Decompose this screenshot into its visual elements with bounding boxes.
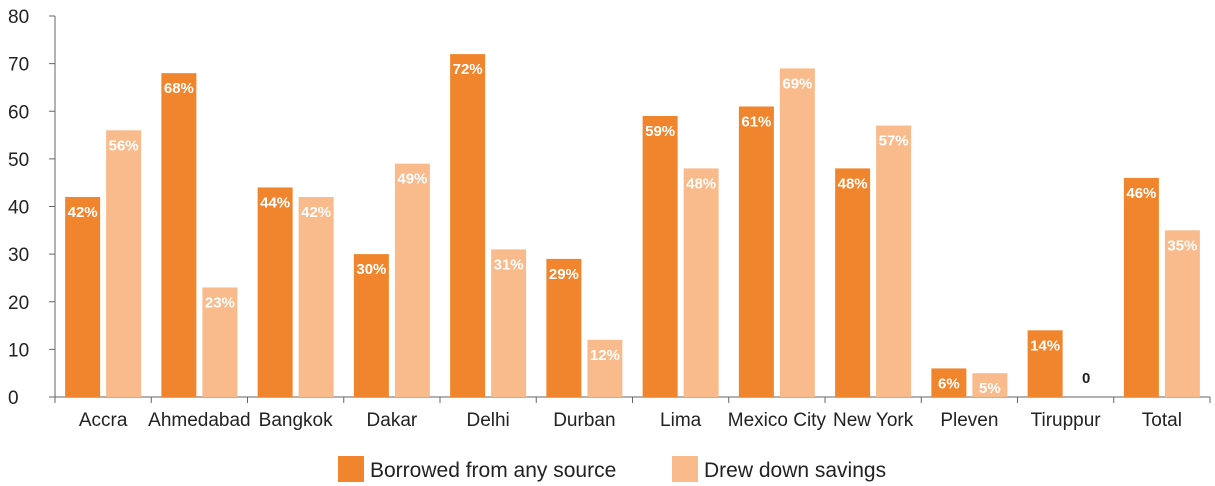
data-label: 48%	[686, 175, 716, 192]
data-label: 6%	[938, 375, 960, 392]
bar-borrowed	[65, 196, 101, 397]
data-label: 72%	[453, 61, 483, 78]
bar-savings	[587, 339, 623, 397]
bar-borrowed	[738, 106, 774, 398]
data-label: 12%	[590, 347, 620, 364]
data-label: 29%	[549, 266, 579, 283]
bar-savings	[491, 249, 527, 397]
data-label: 59%	[645, 123, 675, 140]
legend-label: Drew down savings	[704, 459, 886, 482]
bar-savings	[876, 125, 912, 397]
y-tick-label: 80	[8, 7, 29, 28]
y-tick-label: 20	[8, 293, 29, 314]
data-label: 61%	[741, 113, 771, 130]
legend-label: Borrowed from any source	[370, 459, 616, 482]
data-label: 48%	[838, 175, 868, 192]
bar-borrowed	[642, 116, 678, 397]
data-label: 23%	[205, 294, 235, 311]
data-label: 31%	[494, 256, 524, 273]
bar-borrowed	[835, 168, 871, 397]
bar-borrowed	[1123, 177, 1159, 397]
bar-savings	[298, 196, 334, 397]
data-label: 14%	[1030, 337, 1060, 354]
bar-borrowed	[450, 54, 486, 397]
data-label: 56%	[109, 137, 139, 154]
x-tick-label: Mexico City	[728, 410, 827, 431]
x-tick-label: New York	[833, 410, 914, 431]
bar-savings	[394, 163, 430, 397]
x-tick-label: Delhi	[466, 410, 509, 431]
data-label: 30%	[356, 261, 386, 278]
bar-borrowed	[1027, 330, 1063, 397]
bar-savings	[972, 373, 1008, 397]
x-tick-label: Tiruppur	[1031, 410, 1102, 431]
x-tick-label: Dakar	[367, 410, 418, 431]
y-tick-label: 10	[8, 340, 29, 361]
x-tick-label: Bangkok	[259, 410, 333, 431]
bar-savings	[1164, 230, 1200, 397]
y-tick-label: 40	[8, 198, 29, 219]
bar-savings	[683, 168, 719, 397]
data-label: 5%	[979, 380, 1001, 397]
data-label: 46%	[1126, 185, 1156, 202]
y-tick-label: 60	[8, 102, 29, 123]
y-tick-label: 30	[8, 245, 29, 266]
bar-savings	[779, 68, 815, 397]
x-tick-label: Lima	[660, 410, 702, 431]
bar-borrowed	[257, 187, 293, 397]
y-tick-label: 70	[8, 55, 29, 76]
data-label: 68%	[164, 80, 194, 97]
bar-savings	[106, 130, 142, 398]
data-label: 42%	[301, 204, 331, 221]
x-tick-label: Ahmedabad	[148, 410, 250, 431]
y-tick-label: 0	[8, 388, 19, 409]
bar-borrowed	[161, 73, 197, 398]
bar-borrowed	[353, 254, 389, 397]
data-label: 44%	[260, 194, 290, 211]
x-tick-label: Durban	[553, 410, 615, 431]
legend-swatch	[672, 456, 698, 482]
bar-savings	[202, 287, 238, 397]
x-tick-label: Accra	[79, 410, 128, 431]
bar-borrowed	[931, 368, 967, 397]
data-label: 49%	[397, 171, 427, 188]
data-label: 69%	[782, 75, 812, 92]
data-label: 57%	[879, 133, 909, 150]
data-label: 35%	[1167, 237, 1197, 254]
data-label: 42%	[68, 204, 98, 221]
data-label: 0	[1082, 370, 1090, 387]
x-tick-label: Total	[1142, 410, 1182, 431]
legend-swatch	[338, 456, 364, 482]
x-tick-label: Pleven	[940, 410, 998, 431]
y-tick-label: 50	[8, 150, 29, 171]
bar-borrowed	[546, 258, 582, 397]
